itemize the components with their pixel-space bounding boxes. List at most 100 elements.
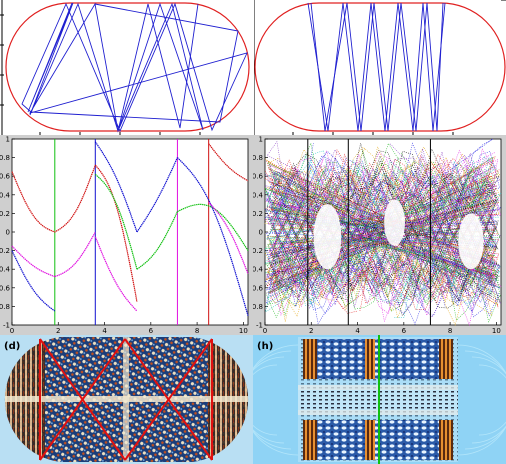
x-tick-label: 2 — [56, 327, 60, 335]
x-tick-label: 8 — [195, 327, 199, 335]
series-blue-1 — [11, 250, 56, 312]
chaotic-trajectory — [271, 156, 500, 305]
chaotic-trajectory — [264, 161, 499, 309]
stadium-boundary-a — [5, 2, 250, 132]
series-green-1 — [94, 173, 138, 270]
series-green-2 — [136, 211, 178, 270]
chaotic-trajectory — [266, 180, 494, 288]
y-tick-label: -0.4 — [0, 266, 11, 274]
stadium-boundary-b — [254, 2, 506, 132]
chaotic-sea — [264, 138, 502, 327]
y-tick-label: -1 — [256, 322, 263, 330]
x-tick-label: 2 — [309, 327, 313, 335]
regular-island — [313, 204, 342, 270]
chaotic-trajectory — [274, 143, 502, 314]
y-tick-label: 0.6 — [253, 173, 264, 181]
x-tick-label: 4 — [102, 327, 107, 335]
regular-island — [458, 213, 484, 270]
chaotic-trajectory — [266, 168, 494, 308]
y-tick-label: -0.6 — [253, 284, 264, 292]
series-red-3 — [208, 143, 249, 182]
y-tick-label: 0.2 — [0, 210, 10, 218]
chaotic-trajectory — [269, 180, 498, 307]
chaotic-trajectory — [274, 158, 502, 323]
y-tick-label: -0.2 — [0, 247, 10, 255]
chaotic-trajectory — [265, 180, 494, 284]
chaotic-trajectory — [270, 164, 499, 320]
trajectory-a — [21, 2, 248, 133]
panel-b-stadium-bouncing-ball — [253, 0, 506, 135]
chaotic-trajectory — [273, 151, 501, 301]
chaotic-trajectory — [265, 166, 493, 298]
chaotic-trajectory — [264, 166, 492, 290]
y-tick-label: -1 — [3, 322, 10, 330]
chaotic-trajectory — [273, 163, 501, 302]
chaotic-trajectory — [271, 158, 499, 303]
chaotic-trajectory — [268, 156, 497, 308]
x-tick-label: 10 — [492, 327, 501, 335]
chaotic-trajectory — [269, 173, 497, 305]
y-tick-label: 1 — [6, 136, 10, 144]
series-magenta-4 — [208, 201, 249, 275]
chaotic-trajectory — [268, 159, 496, 303]
y-tick-label: -0.2 — [253, 247, 263, 255]
panel-d-wavefunction-scar: (d) — [0, 335, 253, 464]
axis-ticks-a — [0, 0, 201, 135]
x-tick-label: 0 — [263, 327, 267, 335]
chaotic-trajectory — [269, 161, 497, 299]
series-blue-4 — [176, 157, 249, 316]
stadium-a-svg — [0, 0, 250, 135]
chaotic-trajectory — [264, 187, 492, 276]
series-green-3 — [177, 203, 249, 251]
chaotic-trajectory — [268, 157, 496, 299]
chaotic-trajectory — [267, 164, 495, 296]
y-tick-label: -0.6 — [0, 284, 11, 292]
chaotic-trajectory — [266, 170, 494, 325]
chaotic-trajectory — [267, 175, 494, 292]
chaotic-trajectory — [272, 169, 500, 289]
chaotic-trajectory — [265, 146, 493, 322]
chaotic-trajectory — [265, 181, 493, 280]
y-tick-label: 0.8 — [0, 154, 10, 162]
edge-rings-h — [253, 344, 506, 456]
chaotic-trajectory — [270, 184, 498, 289]
y-tick-label: 0.4 — [253, 191, 264, 199]
chaotic-trajectory — [264, 182, 492, 313]
y-tick-label: 0.8 — [253, 154, 263, 162]
chaotic-trajectory — [270, 167, 498, 299]
chaotic-trajectory — [266, 160, 494, 295]
chaotic-trajectory — [269, 179, 497, 300]
wave-pattern-d — [4, 337, 249, 462]
series-magenta-3 — [94, 236, 138, 312]
y-tick-label: 0 — [6, 229, 10, 237]
chaotic-trajectory — [264, 180, 492, 283]
chaotic-trajectory — [265, 173, 494, 281]
chaotic-trajectory — [269, 186, 497, 286]
chaotic-trajectory — [266, 154, 494, 301]
trajectory-b — [307, 2, 446, 132]
chaotic-trajectory — [267, 177, 495, 303]
chaotic-trajectory — [266, 165, 494, 319]
chaotic-trajectory — [268, 183, 496, 294]
chaotic-trajectory — [273, 148, 501, 302]
chaotic-trajectory — [264, 157, 493, 312]
divider-top — [252, 0, 254, 135]
chaotic-trajectory — [272, 164, 500, 296]
chaotic-trajectory — [265, 167, 494, 289]
x-tick-label: 4 — [355, 327, 360, 335]
series-red-2 — [94, 164, 138, 302]
x-tick-label: 10 — [239, 327, 248, 335]
panel-h-wavefunction-bouncing-ball: (h) — [253, 335, 506, 464]
chaotic-trajectory — [267, 187, 496, 287]
chaotic-trajectory — [265, 159, 493, 277]
chaotic-trajectory — [264, 180, 492, 291]
y-tick-label: 0 — [259, 229, 263, 237]
chaotic-trajectory — [271, 152, 500, 327]
series-red-1 — [11, 164, 96, 233]
chaotic-trajectory — [268, 158, 496, 304]
y-tick-label: -0.8 — [0, 303, 10, 311]
chaotic-trajectory — [267, 168, 495, 287]
wavefunction-d-svg: (d) — [4, 337, 249, 462]
